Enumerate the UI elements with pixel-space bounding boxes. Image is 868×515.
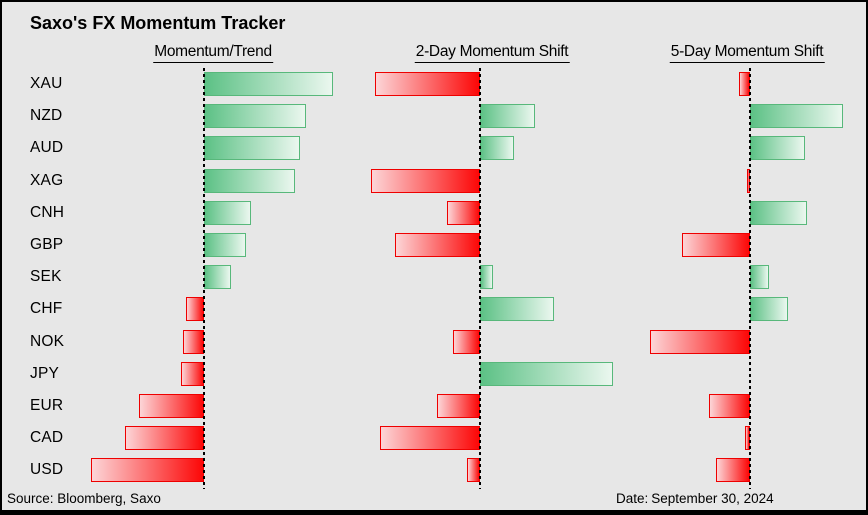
currency-label-nzd: NZD [30,107,63,125]
bar-gbp-panel-3 [682,233,750,257]
bar-nok-panel-2 [453,329,480,354]
currency-label-usd: USD [30,461,64,479]
bar-xau-panel-2 [375,72,480,96]
bar-eur-panel-2 [437,394,480,418]
bar-aud-panel-2 [480,136,514,161]
bar-cnh-panel-1 [204,200,251,225]
date-label: Date: [616,491,649,506]
bar-nzd-panel-3 [750,104,843,129]
bar-xag-panel-2 [371,168,480,193]
bar-jpy-panel-1 [181,361,204,386]
chart-title: Saxo's FX Momentum Tracker [30,13,286,33]
bar-nok-panel-3 [650,329,750,354]
panel-header-5day-momentum-shift: 5-Day Momentum Shift [669,43,825,63]
currency-label-nok: NOK [30,332,65,350]
currency-label-eur: EUR [30,397,64,414]
bar-sek-panel-3 [750,265,769,290]
currency-label-jpy: JPY [30,364,60,382]
bar-cnh-panel-3 [750,200,807,225]
zero-axis-panel-1 [203,68,205,489]
bar-jpy-panel-2 [480,361,613,386]
zero-axis-panel-2 [479,68,481,489]
zero-axis-panel-3 [749,68,751,489]
currency-label-gbp: GBP [30,236,64,253]
bar-usd-panel-3 [716,458,750,483]
currency-label-cad: CAD [30,429,64,447]
currency-label-cnh: CNH [30,203,65,221]
currency-label-aud: AUD [30,139,64,157]
date-value: September 30, 2024 [651,491,774,506]
bar-xag-panel-1 [204,168,295,193]
bar-sek-panel-2 [480,265,493,290]
bar-chf-panel-1 [186,297,204,322]
bar-cnh-panel-2 [447,200,480,225]
source-text: Source: Bloomberg, Saxo [7,491,161,506]
bar-sek-panel-1 [204,265,231,290]
bar-eur-panel-3 [709,394,750,418]
bar-aud-panel-3 [750,136,805,161]
bar-gbp-panel-1 [204,233,246,257]
panel-header-momentum-trend: Momentum/Trend [153,43,273,63]
bar-usd-panel-1 [91,458,204,483]
bar-nzd-panel-2 [480,104,535,129]
bar-cad-panel-2 [380,426,480,451]
bar-nzd-panel-1 [204,104,306,129]
bar-nok-panel-1 [183,329,204,354]
date-text: Date: September 30, 2024 [616,491,774,506]
bar-chf-panel-3 [750,297,788,322]
bar-eur-panel-1 [139,394,204,418]
bar-gbp-panel-2 [395,233,480,257]
bar-cad-panel-1 [125,426,204,451]
panel-header-2day-momentum-shift: 2-Day Momentum Shift [414,43,570,63]
bar-aud-panel-1 [204,136,300,161]
currency-label-chf: CHF [30,300,63,318]
currency-label-sek: SEK [30,268,62,286]
bar-chf-panel-2 [480,297,554,322]
currency-label-xau: XAU [30,75,63,92]
bar-xau-panel-1 [204,72,333,96]
currency-label-xag: XAG [30,171,64,189]
